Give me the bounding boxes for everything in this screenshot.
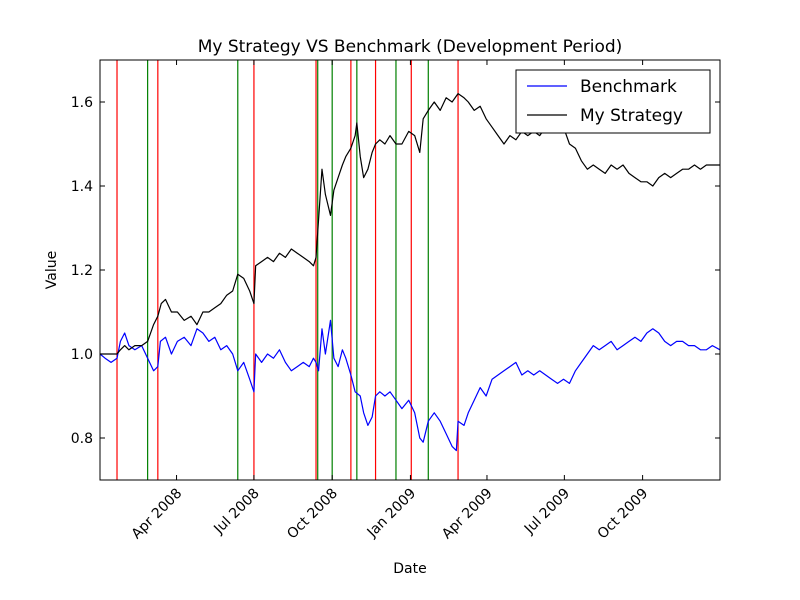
legend-label-my-strategy: My Strategy	[580, 106, 683, 126]
series-line-benchmark	[99, 319, 721, 452]
x-axis-label: Date	[393, 561, 426, 577]
legend-label-benchmark: Benchmark	[580, 77, 677, 97]
y-tick-label-4: 1.6	[71, 95, 93, 111]
green-vertical-lines	[147, 60, 429, 480]
series-layer	[99, 92, 721, 452]
legend-box	[515, 69, 711, 134]
y-tick-label-2: 1.2	[71, 263, 93, 279]
chart-title: My Strategy VS Benchmark (Development Pe…	[198, 37, 623, 57]
series-line-my-strategy	[100, 92, 720, 355]
red-vertical-lines	[116, 60, 459, 480]
y-tick-label-1: 1.0	[71, 347, 93, 363]
y-tick-label-0: 0.8	[71, 431, 93, 447]
y-axis-label: Value	[44, 251, 60, 289]
y-tick-label-3: 1.4	[71, 179, 93, 195]
legend: Benchmark My Strategy	[515, 69, 711, 134]
